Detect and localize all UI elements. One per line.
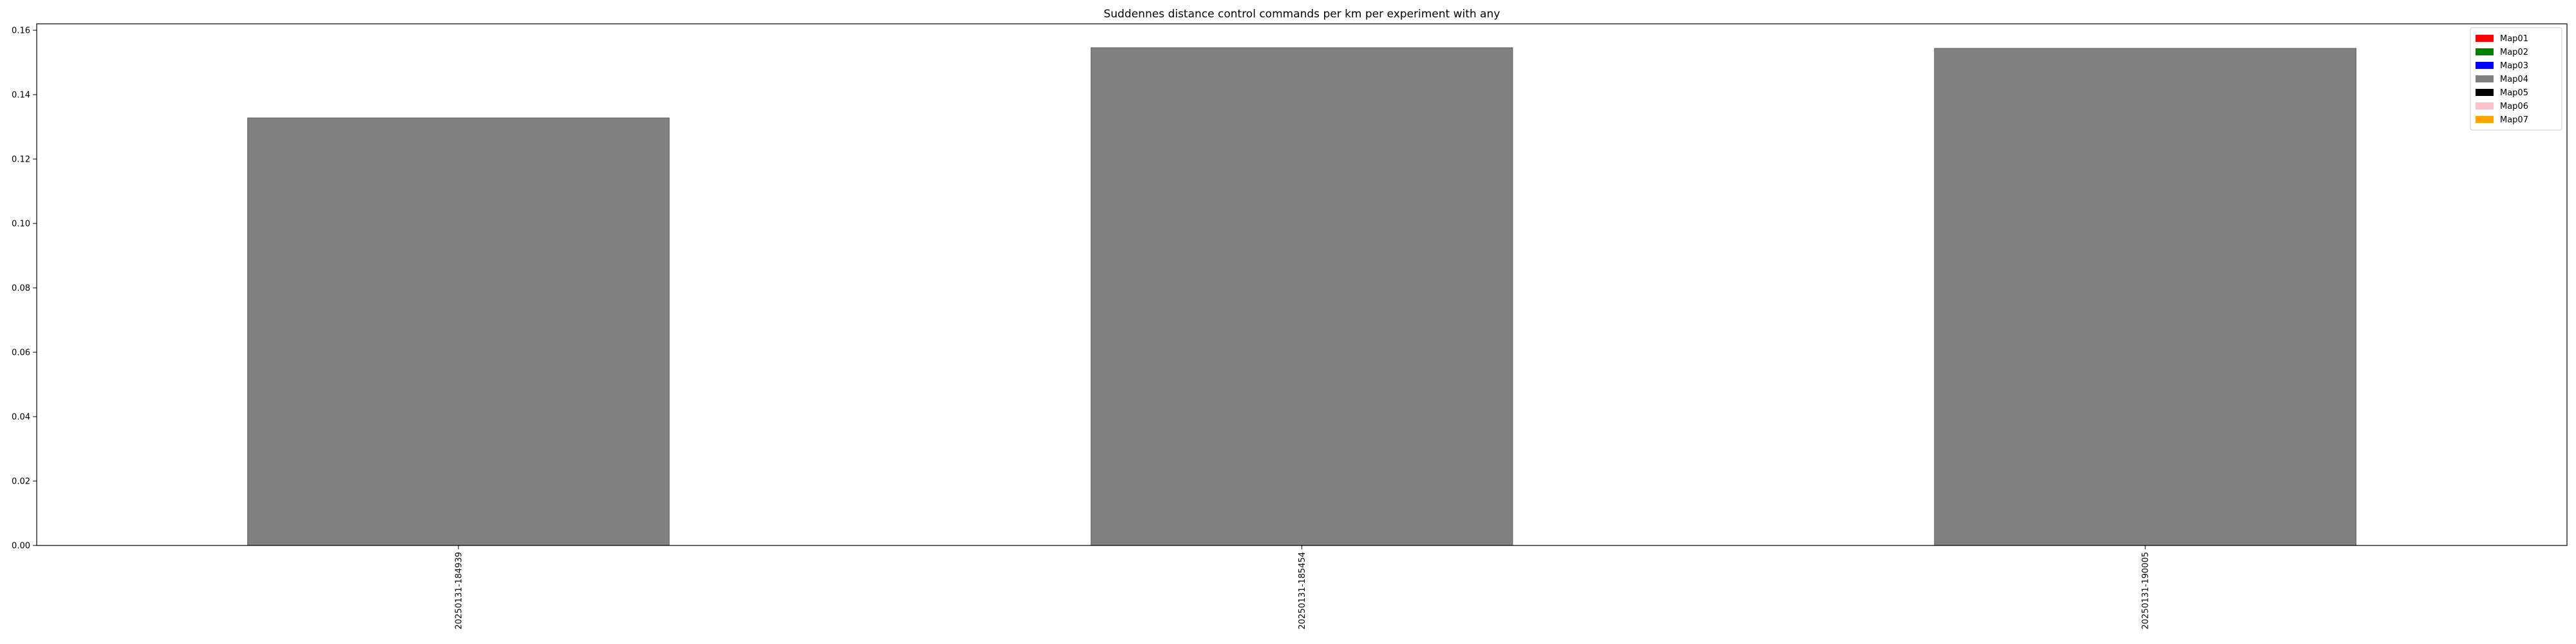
bar-20250131-190005 — [1934, 48, 2356, 546]
chart-title: Suddennes distance control commands per … — [1104, 8, 1501, 21]
y-axis: 0.00 0.02 0.04 0.06 0.08 0.10 0.12 0.14 0.16 — [12, 26, 37, 551]
bar-20250131-185454 — [1090, 47, 1513, 546]
y-tick-label: 0.16 — [12, 26, 30, 36]
plot-frame — [36, 23, 2568, 546]
legend-label-Map05: Map05 — [2500, 88, 2528, 98]
legend-label-Map03: Map03 — [2500, 61, 2528, 71]
y-tick-label: 0.10 — [12, 220, 30, 229]
legend-swatch-Map02 — [2476, 48, 2494, 55]
legend-label-Map04: Map04 — [2500, 75, 2528, 84]
y-tick-label: 0.04 — [12, 413, 30, 422]
y-tick-label: 0.00 — [12, 542, 30, 551]
bars-group — [247, 47, 2356, 546]
legend-swatch-Map03 — [2476, 62, 2494, 69]
y-tick-label: 0.14 — [12, 91, 30, 100]
y-tick-label: 0.08 — [12, 284, 30, 294]
bar-20250131-184939 — [247, 117, 670, 546]
legend-swatch-Map04 — [2476, 75, 2494, 82]
x-tick-label: 20250131-185454 — [1298, 552, 1307, 630]
legend-label-Map07: Map07 — [2500, 115, 2528, 125]
legend-label-Map01: Map01 — [2500, 34, 2528, 44]
y-tick-label: 0.12 — [12, 155, 30, 165]
legend-swatch-Map07 — [2476, 116, 2494, 123]
y-tick-label: 0.02 — [12, 477, 30, 487]
legend-swatch-Map06 — [2476, 102, 2494, 109]
legend-label-Map06: Map06 — [2500, 102, 2528, 111]
x-tick-label: 20250131-190005 — [2141, 552, 2151, 630]
y-tick-label: 0.06 — [12, 348, 30, 358]
legend-swatch-Map01 — [2476, 35, 2494, 42]
legend-label-Map02: Map02 — [2500, 48, 2528, 57]
legend-swatch-Map05 — [2476, 89, 2494, 96]
x-axis: 20250131-184939 20250131-185454 20250131-1… — [454, 545, 2151, 630]
x-tick-label: 20250131-184939 — [454, 552, 464, 630]
legend: Map01 Map02 Map03 Map04 Map05 Map06 Map07 — [2470, 27, 2562, 131]
